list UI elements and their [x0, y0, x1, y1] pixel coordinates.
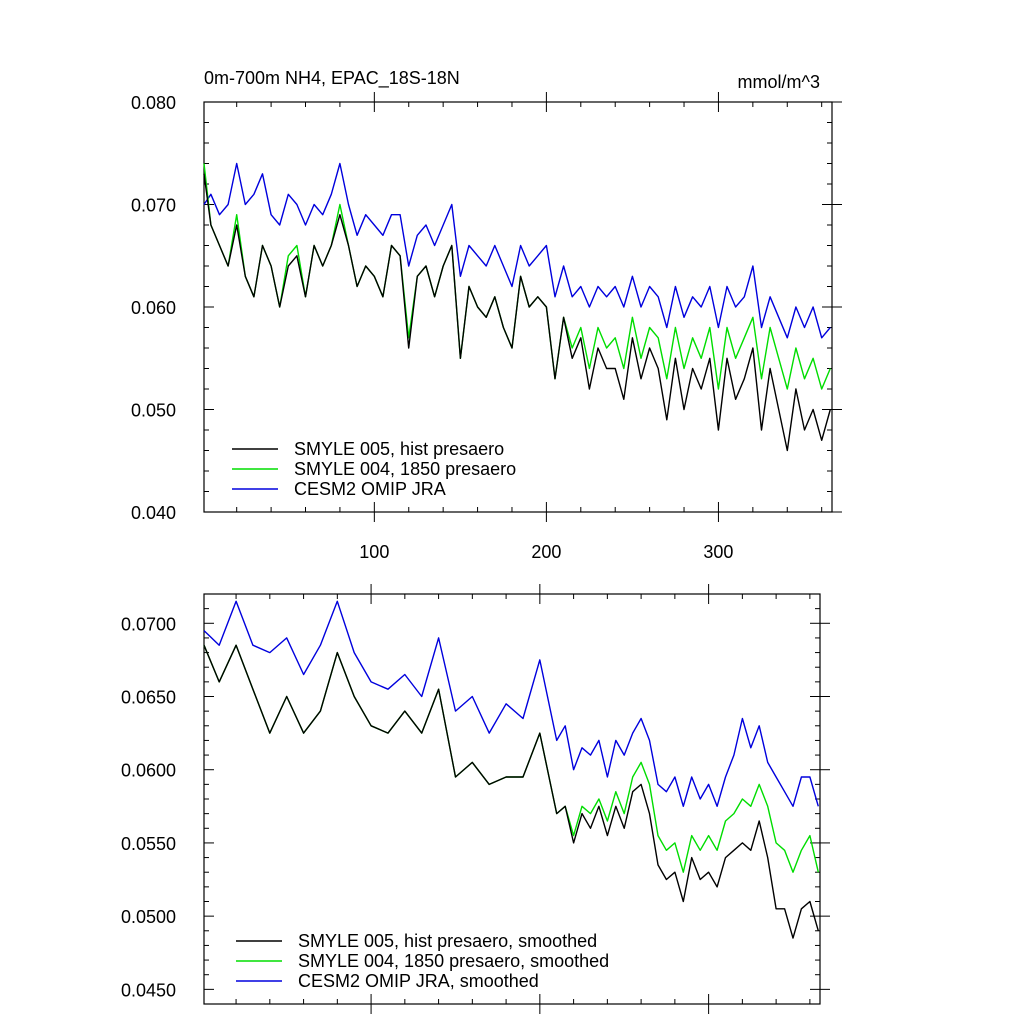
bot-legend-label: SMYLE 004, 1850 presaero, smoothed	[298, 951, 609, 971]
top-plot-area: 100 200 300 0.040 0.050 0.060 0.070 0.080	[131, 92, 842, 562]
bot-series-line-1	[203, 644, 819, 939]
bot-y-tick-label: 0.0450	[121, 980, 176, 1000]
top-y-tick-label: 0.080	[131, 93, 176, 113]
top-y-tick-label: 0.070	[131, 196, 176, 216]
bot-series-line-3	[203, 600, 819, 807]
top-y-tick-label: 0.060	[131, 298, 176, 318]
top-legend-label: SMYLE 004, 1850 presaero	[294, 459, 516, 479]
bot-y-tick-label: 0.0550	[121, 834, 176, 854]
top-series-line-1	[203, 173, 831, 452]
top-chart-title: 0m-700m NH4, EPAC_18S-18N	[204, 68, 460, 89]
top-units-label: mmol/m^3	[738, 72, 820, 92]
top-y-tick-label: 0.040	[131, 503, 176, 523]
top-x-tick-label: 200	[531, 542, 561, 562]
bottom-panel: 0.0450 0.0500 0.0550 0.0600 0.0650 0.0700 SMY…	[121, 584, 830, 1014]
top-x-tick-label: 300	[703, 542, 733, 562]
bot-y-tick-label: 0.0700	[121, 614, 176, 634]
top-y-tick-label: 0.050	[131, 401, 176, 421]
bot-series-line-2	[203, 644, 819, 873]
top-series-line-2	[203, 163, 831, 390]
top-x-tick-label: 100	[359, 542, 389, 562]
bottom-legend: SMYLE 005, hist presaero, smoothedSMYLE …	[236, 931, 609, 991]
top-series-line-3	[203, 162, 831, 339]
bot-y-tick-label: 0.0600	[121, 761, 176, 781]
top-legend-label: CESM2 OMIP JRA	[294, 479, 446, 499]
top-legend-label: SMYLE 005, hist presaero	[294, 439, 504, 459]
bot-legend-label: CESM2 OMIP JRA, smoothed	[298, 971, 539, 991]
bot-legend-label: SMYLE 005, hist presaero, smoothed	[298, 931, 597, 951]
bottom-plot-area: 0.0450 0.0500 0.0550 0.0600 0.0650 0.0700	[121, 584, 830, 1014]
top-panel: 0m-700m NH4, EPAC_18S-18N mmol/m^3 100 20…	[131, 68, 842, 562]
bot-y-tick-label: 0.0500	[121, 907, 176, 927]
bot-y-tick-label: 0.0650	[121, 688, 176, 708]
